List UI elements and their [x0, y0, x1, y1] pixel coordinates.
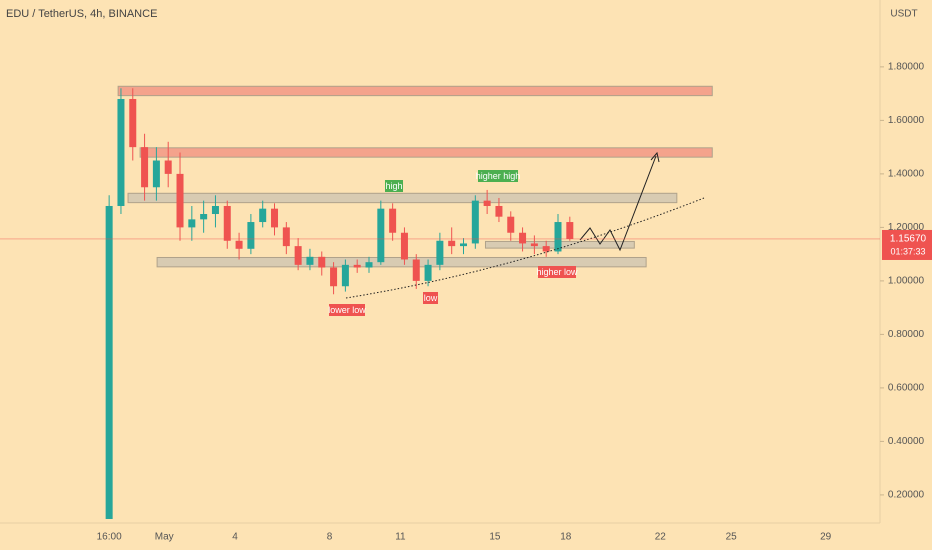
- x-tick-label: 16:00: [97, 532, 122, 543]
- x-tick-label: 8: [327, 532, 333, 543]
- y-tick-label: 1.60000: [888, 115, 925, 126]
- candle-body: [129, 98, 137, 148]
- candle-body: [271, 208, 279, 228]
- candle-body: [235, 240, 243, 249]
- candle-body: [519, 232, 527, 244]
- annotation: lower low: [328, 304, 366, 316]
- annotation: low: [423, 292, 438, 304]
- candle-body: [105, 205, 113, 519]
- y-tick-label: 1.00000: [888, 276, 925, 287]
- last-price-label: 1.15670: [890, 234, 927, 245]
- candle-body: [188, 219, 196, 228]
- y-tick-label: 1.40000: [888, 169, 925, 180]
- x-tick-label: May: [155, 532, 174, 543]
- projection-arrowhead: [650, 151, 660, 163]
- y-tick-label: 0.80000: [888, 329, 925, 340]
- candle-body: [530, 243, 538, 247]
- candle-body: [566, 222, 574, 239]
- candle-body: [294, 246, 302, 265]
- y-tick-label: 1.20000: [888, 222, 925, 233]
- candle-body: [471, 200, 479, 244]
- candle-body: [117, 98, 125, 206]
- last-price-box: [882, 229, 932, 260]
- projection-path: [579, 155, 657, 252]
- candle-body: [412, 259, 420, 281]
- axis-unit: USDT: [890, 9, 917, 20]
- candle-body: [483, 200, 491, 206]
- candle-body: [353, 264, 361, 268]
- x-tick-label: 29: [820, 532, 832, 543]
- annotation-box: [478, 170, 518, 182]
- candle-body: [495, 205, 503, 217]
- x-tick-label: 15: [489, 532, 501, 543]
- zone: [117, 85, 713, 97]
- candle-body: [341, 264, 349, 287]
- candle-body: [176, 173, 184, 228]
- candle-body: [389, 208, 397, 233]
- zone: [127, 192, 678, 204]
- countdown: 01:37:33: [890, 246, 925, 256]
- candle-body: [211, 205, 219, 215]
- candle-body: [330, 267, 338, 287]
- candle-body: [448, 240, 456, 247]
- y-tick-label: 1.80000: [888, 62, 925, 73]
- annotation-text: low: [424, 293, 438, 303]
- y-tick-label: 0.60000: [888, 383, 925, 394]
- candle-body: [377, 208, 385, 263]
- annotation: high: [385, 180, 403, 192]
- candle-body: [318, 256, 326, 268]
- annotation: higher high: [476, 170, 521, 182]
- annotation-box: [329, 304, 365, 316]
- zone: [139, 147, 713, 158]
- x-tick-label: 4: [232, 532, 238, 543]
- x-tick-label: 18: [560, 532, 572, 543]
- candle-body: [259, 208, 267, 223]
- annotation-box: [538, 266, 576, 278]
- x-tick-label: 22: [655, 532, 667, 543]
- candle-body: [141, 147, 149, 188]
- candle-body: [282, 227, 290, 247]
- annotation-box: [385, 180, 403, 192]
- candle-body: [306, 256, 314, 265]
- candle-body: [247, 222, 255, 249]
- candle-body: [223, 205, 231, 241]
- x-tick-label: 11: [395, 532, 406, 543]
- annotation-box: [423, 292, 438, 304]
- candle-body: [542, 246, 550, 252]
- y-tick-label: 0.20000: [888, 490, 925, 501]
- annotation-text: higher high: [476, 171, 521, 181]
- candle-body: [152, 160, 160, 188]
- candle-body: [424, 264, 432, 281]
- candle-body: [507, 216, 515, 233]
- y-tick-label: 0.40000: [888, 436, 925, 447]
- x-tick-label: 25: [726, 532, 738, 543]
- annotation: higher low: [536, 266, 578, 278]
- annotation-text: higher low: [536, 267, 578, 277]
- candle-body: [436, 240, 444, 265]
- candle-body: [460, 243, 468, 247]
- candle-body: [554, 222, 562, 252]
- annotation-text: high: [385, 181, 402, 191]
- candle-body: [164, 160, 172, 174]
- candle-body: [400, 232, 408, 260]
- chart-title: EDU / TetherUS, 4h, BINANCE: [6, 8, 157, 20]
- candle-body: [200, 214, 208, 220]
- candle-body: [365, 262, 373, 268]
- annotation-text: lower low: [328, 305, 366, 315]
